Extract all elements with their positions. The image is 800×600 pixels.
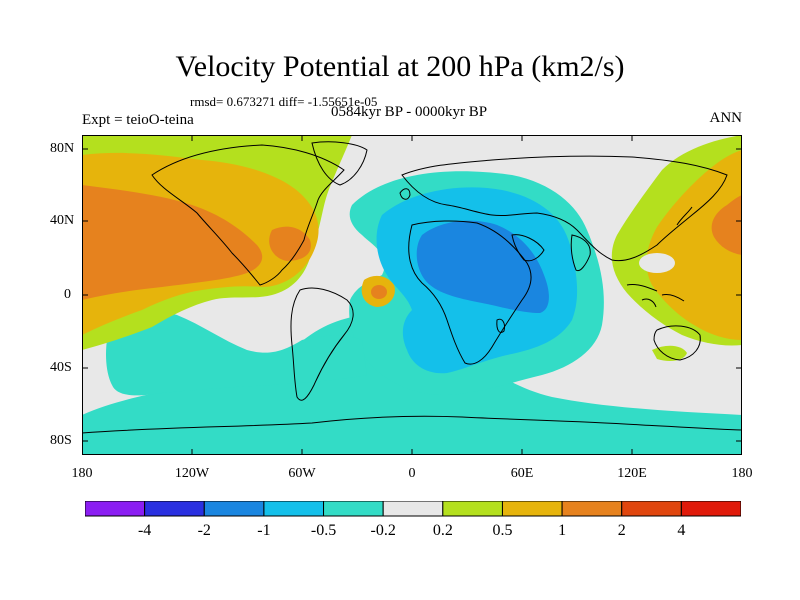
colorbar-swatch [561, 501, 623, 517]
coast-uk [399, 188, 411, 200]
orange-blob-atlantic [371, 285, 387, 299]
colorbar-tick-label: -0.5 [310, 522, 337, 539]
coast-arabia [511, 234, 545, 262]
lon-label-120e: 120E [617, 466, 647, 481]
plot-title: Velocity Potential at 200 hPa (km2/s) [175, 50, 625, 83]
stats-line: rmsd= 0.673271 diff= -1.55651e-05 [190, 94, 378, 109]
colorbar-tick-label: 0.5 [492, 522, 513, 539]
colorbar [85, 501, 741, 517]
orange-region-east [711, 195, 742, 255]
coast-north-america [151, 144, 345, 286]
colorbar-tick-label: 1 [558, 522, 567, 539]
teal-region-pacific [106, 310, 367, 396]
lon-label-180w: 180 [71, 466, 93, 481]
velocity-potential-map [82, 135, 742, 455]
coast-greenland [311, 141, 368, 186]
lat-label-40s: 40S [50, 360, 72, 375]
colorbar-swatch [203, 501, 265, 517]
orange-region-west [82, 185, 263, 300]
coast-japan [676, 206, 693, 226]
neutral-hole-pacific [639, 253, 675, 273]
colorbar-tick-label: -2 [197, 522, 211, 539]
coast-india [570, 234, 591, 272]
coast-eurasia [401, 155, 728, 262]
lon-label-0: 0 [408, 466, 416, 481]
coast-australia [653, 325, 701, 361]
contour-fields [82, 135, 742, 455]
colorbar-swatch [621, 501, 682, 517]
lat-label-40n: 40N [50, 213, 75, 228]
colorbar-swatch [263, 501, 325, 517]
coast-madagascar [496, 318, 505, 333]
colorbar-tick-label: 0.2 [432, 522, 453, 539]
blue-core-region [416, 220, 549, 313]
lat-label-80n: 80N [50, 141, 75, 156]
lon-label-60e: 60E [510, 466, 534, 481]
colorbar-swatch [382, 501, 444, 517]
lon-label-120w: 120W [174, 466, 210, 481]
yellowgreen-region-samerica [652, 345, 687, 361]
coast-africa [408, 220, 532, 365]
colorbar-swatch [501, 501, 563, 517]
colorbar-swatch [144, 501, 205, 517]
coastlines [82, 141, 742, 434]
colorbar-tick-label: 2 [617, 522, 626, 539]
gold-region-east [646, 150, 742, 340]
lat-label-0: 0 [64, 287, 71, 302]
colorbar-tick-label: -0.2 [370, 522, 396, 539]
lat-label-80s: 80S [50, 433, 72, 448]
colorbar-tick-label: -4 [137, 522, 152, 539]
orange-region-namerica [269, 226, 311, 261]
lon-label-60w: 60W [288, 466, 316, 481]
lon-label-180e: 180 [731, 466, 753, 481]
coast-south-america [290, 287, 354, 401]
colorbar-swatch [85, 501, 146, 517]
experiment-label: Expt = teioO-teina [82, 112, 194, 128]
colorbar-swatch [323, 501, 384, 517]
coast-indonesia [626, 284, 685, 308]
colorbar-swatch [442, 501, 503, 517]
coast-antarctica [82, 415, 742, 434]
colorbar-tick-label: 4 [677, 522, 686, 539]
colorbar-swatch [680, 501, 741, 517]
season-label: ANN [709, 110, 743, 126]
period-label: 0584kyr BP - 0000kyr BP [330, 104, 488, 120]
colorbar-tick-label: -1 [257, 522, 271, 539]
axis-ticks [82, 135, 742, 455]
